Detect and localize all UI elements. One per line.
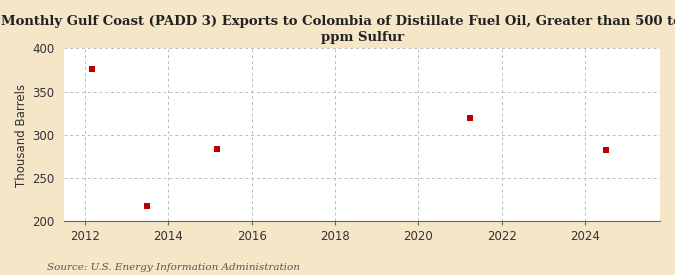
Point: [86, 67, 97, 72]
Text: Source: U.S. Energy Information Administration: Source: U.S. Energy Information Administ…: [47, 263, 300, 272]
Point: [601, 147, 612, 152]
Y-axis label: Thousand Barrels: Thousand Barrels: [15, 83, 28, 186]
Point: [465, 116, 476, 120]
Point: [212, 147, 223, 151]
Title: Monthly Gulf Coast (PADD 3) Exports to Colombia of Distillate Fuel Oil, Greater : Monthly Gulf Coast (PADD 3) Exports to C…: [1, 15, 675, 45]
Point: [142, 204, 153, 208]
